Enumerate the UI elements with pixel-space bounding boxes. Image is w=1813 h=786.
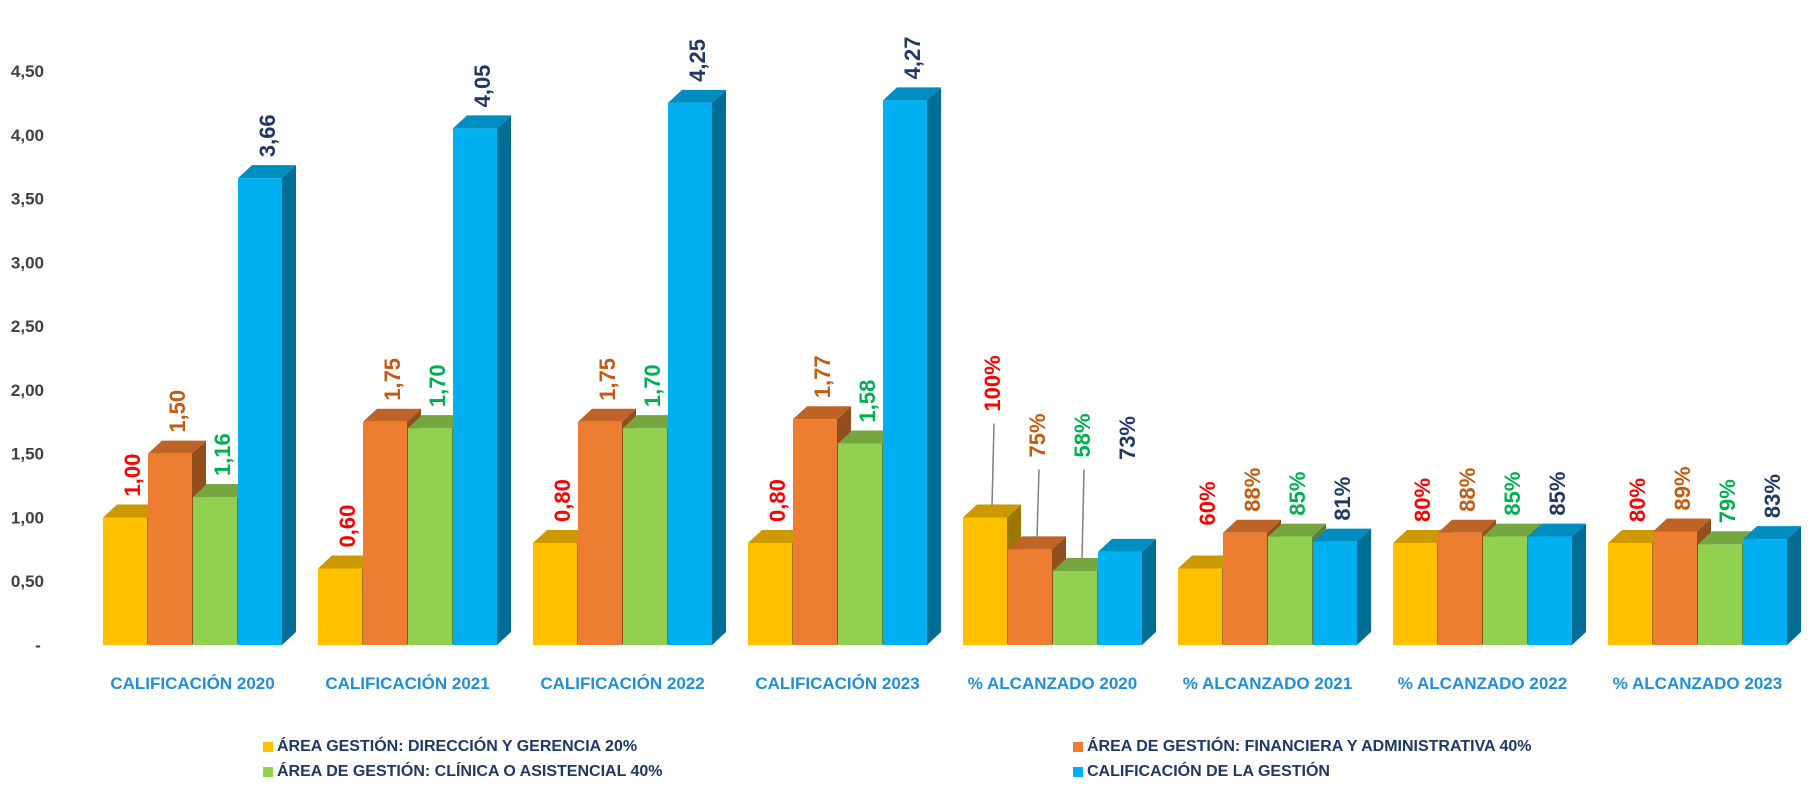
data-label: 1,75	[595, 358, 620, 401]
data-label: 81%	[1330, 477, 1355, 521]
x-category-label: % ALCANZADO 2023	[1613, 674, 1782, 693]
bar	[363, 408, 421, 645]
legend-item-calificacion: CALIFICACIÓN DE LA GESTIÓN	[1073, 763, 1330, 781]
y-axis: - 0,50 1,00 1,50 2,00 2,50 3,00 3,50 4,00 4,50	[11, 62, 44, 655]
data-label: 1,70	[425, 364, 450, 407]
data-label: 60%	[1195, 481, 1220, 525]
legend-item-clinica: ÁREA DE GESTIÓN: CLÍNICA O ASISTENCIAL 4…	[263, 763, 663, 781]
legend-swatch	[1073, 767, 1083, 777]
data-label: 1,50	[165, 390, 190, 433]
y-tick-label: 4,00	[11, 126, 44, 145]
legend-label: ÁREA DE GESTIÓN: CLÍNICA O ASISTENCIAL 4…	[277, 763, 663, 780]
x-category-label: CALIFICACIÓN 2023	[755, 674, 919, 693]
x-category-label: % ALCANZADO 2021	[1183, 674, 1352, 693]
data-label: 88%	[1240, 468, 1265, 512]
data-label: 100%	[980, 355, 1005, 411]
x-axis: CALIFICACIÓN 2020 CALIFICACIÓN 2021 CALIFI…	[110, 674, 1782, 693]
bar	[1098, 538, 1156, 645]
y-tick-label: -	[35, 636, 41, 655]
legend-swatch	[263, 742, 273, 752]
bars-group	[103, 87, 1801, 646]
data-label: 1,75	[380, 358, 405, 401]
data-label: 85%	[1545, 472, 1570, 516]
data-label: 1,00	[120, 454, 145, 497]
data-label: 73%	[1115, 416, 1140, 460]
bar	[238, 165, 296, 645]
x-category-label: CALIFICACIÓN 2021	[325, 674, 489, 693]
data-label: 4,05	[470, 65, 495, 108]
data-label: 1,58	[855, 380, 880, 423]
data-label: 4,27	[900, 37, 925, 80]
data-label: 3,66	[255, 114, 280, 157]
y-tick-label: 1,00	[11, 508, 44, 527]
data-label: 1,16	[210, 433, 235, 476]
legend-label: CALIFICACIÓN DE LA GESTIÓN	[1087, 763, 1330, 780]
data-label: 58%	[1070, 413, 1095, 457]
bar	[1313, 528, 1371, 645]
bar	[883, 87, 941, 646]
x-category-label: % ALCANZADO 2022	[1398, 674, 1567, 693]
legend-swatch	[1073, 742, 1083, 752]
data-label: 1,70	[640, 364, 665, 407]
data-label: 1,77	[810, 355, 835, 398]
data-label: 0,80	[550, 479, 575, 522]
data-label: 80%	[1410, 478, 1435, 522]
y-tick-label: 1,50	[11, 445, 44, 464]
data-label: 79%	[1715, 479, 1740, 523]
x-category-label: % ALCANZADO 2020	[968, 674, 1137, 693]
data-label: 85%	[1500, 472, 1525, 516]
bar	[668, 89, 726, 645]
data-label: 75%	[1025, 413, 1050, 457]
leader-line	[1081, 469, 1085, 561]
y-tick-label: 3,00	[11, 253, 44, 272]
legend-item-financiera: ÁREA DE GESTIÓN: FINANCIERA Y ADMINISTRA…	[1073, 738, 1531, 756]
legend-label: ÁREA DE GESTIÓN: FINANCIERA Y ADMINISTRA…	[1087, 738, 1532, 755]
x-category-label: CALIFICACIÓN 2020	[110, 674, 274, 693]
bar	[838, 430, 896, 645]
legend-swatch	[263, 767, 273, 777]
x-category-label: CALIFICACIÓN 2022	[540, 674, 704, 693]
bar	[453, 115, 511, 645]
data-label: 83%	[1760, 474, 1785, 518]
data-label: 4,25	[685, 39, 710, 82]
data-label: 0,80	[765, 479, 790, 522]
y-tick-label: 3,50	[11, 190, 44, 209]
bar	[1528, 523, 1586, 645]
y-tick-label: 2,50	[11, 317, 44, 336]
data-label: 85%	[1285, 472, 1310, 516]
data-label: 89%	[1670, 466, 1695, 510]
y-tick-label: 4,50	[11, 62, 44, 81]
leader-line	[991, 423, 995, 507]
leader-lines	[991, 423, 1085, 561]
data-label: 0,60	[335, 505, 360, 548]
data-label: 88%	[1455, 468, 1480, 512]
data-label: 80%	[1625, 478, 1650, 522]
y-tick-label: 0,50	[11, 572, 44, 591]
bar	[1743, 526, 1801, 645]
legend-label: ÁREA GESTIÓN: DIRECCIÓN Y GERENCIA 20%	[277, 738, 638, 755]
legend-item-direccion: ÁREA GESTIÓN: DIRECCIÓN Y GERENCIA 20%	[263, 738, 637, 756]
leader-line	[1036, 469, 1040, 539]
data-labels: 1,00 1,50 1,16 3,66 0,60 1,75 1,70 4,05 0,80 1,75…	[120, 37, 1785, 548]
y-tick-label: 2,00	[11, 381, 44, 400]
